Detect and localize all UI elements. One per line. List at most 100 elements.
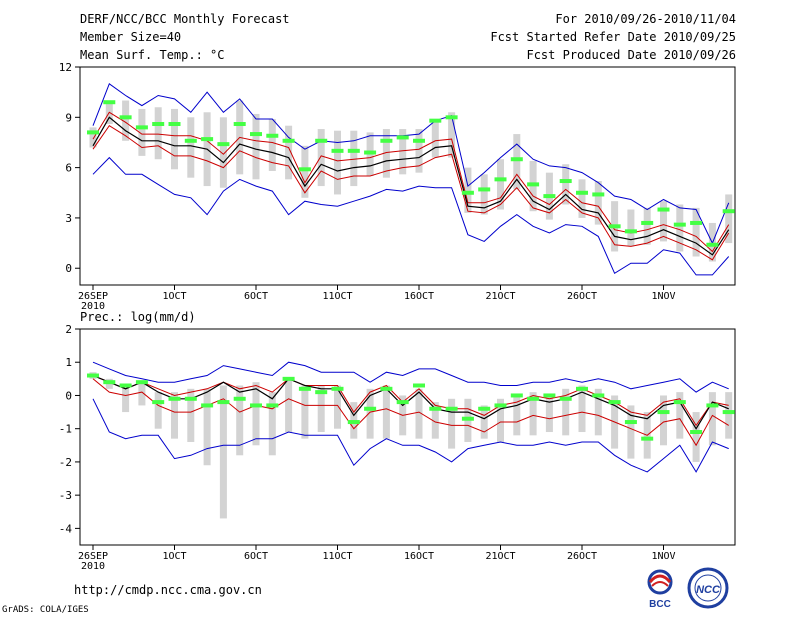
prec-mean-marker — [592, 393, 605, 398]
bcc-logo: BCC — [640, 566, 690, 610]
prec-title: Prec.: log(mm/d) — [80, 310, 196, 324]
temp-spread-box — [219, 117, 227, 188]
prec-frame — [79, 328, 736, 546]
source-url[interactable]: http://cmdp.ncc.cma.gov.cn — [74, 583, 262, 597]
prec-mean-marker — [217, 400, 230, 405]
prec-mean-marker — [559, 396, 572, 401]
temp-spread-box — [578, 179, 586, 218]
temp-max-line — [92, 83, 730, 245]
prec-mean-marker — [347, 420, 360, 425]
temp-mean-marker — [510, 157, 523, 162]
temp-xtick-label: 1OCT — [162, 291, 186, 302]
prec-spread-box — [725, 392, 733, 439]
prec-mean-marker — [298, 386, 311, 391]
prec-upper-quartile-line — [92, 375, 729, 427]
prec-spread-box — [268, 392, 276, 456]
prec-min-line — [92, 398, 729, 473]
prec-median-line — [92, 374, 729, 430]
forecast-period-label: For 2010/09/26-2010/11/04 — [555, 12, 736, 26]
temp-spread-box — [480, 174, 488, 215]
prec-spread-box — [708, 392, 716, 446]
prec-mean-marker — [461, 416, 474, 421]
temp-mean-marker — [429, 118, 442, 123]
prec-xtick-label: 26OCT — [567, 551, 597, 562]
prec-mean-marker — [87, 373, 99, 378]
temp-spread-box — [660, 201, 667, 242]
temp-spread-box — [187, 117, 195, 178]
prec-spread-box — [480, 405, 488, 439]
temp-xtick-label: 6OCT — [244, 291, 268, 302]
temp-spread-box — [154, 107, 162, 160]
prec-spread-box — [138, 382, 146, 406]
temp-spread-box — [513, 134, 521, 190]
temp-mean-marker — [282, 138, 295, 143]
prec-mean-marker — [201, 403, 214, 408]
temp-lower-quartile-line — [92, 125, 730, 261]
prec-mean-marker — [135, 380, 148, 385]
prec-spread-box — [594, 388, 602, 436]
prec-mean-marker — [543, 393, 556, 398]
temp-spread-box — [317, 129, 325, 187]
ncc-logo-text: NCC — [696, 584, 721, 596]
prec-spread-box — [366, 388, 374, 439]
temp-spread-box — [171, 108, 178, 170]
prec-ytick-label: 1 — [65, 356, 72, 369]
prec-mean-marker — [168, 396, 181, 401]
temp-mean-marker — [331, 148, 344, 153]
temp-spread-box — [350, 130, 358, 187]
temp-ytick-label: 12 — [59, 61, 72, 74]
prec-spread-box — [219, 385, 227, 519]
temp-mean-marker — [722, 209, 735, 214]
temp-mean-marker — [559, 179, 572, 184]
prec-max-line — [92, 361, 729, 393]
temp-spread-box — [464, 167, 472, 213]
prec-mean-marker — [527, 396, 540, 401]
temp-ytick-label: 6 — [65, 162, 72, 175]
prec-mean-marker — [184, 396, 197, 401]
temp-spread-box — [448, 112, 456, 158]
prec-spread-box — [382, 385, 390, 439]
prec-mean-marker — [673, 400, 686, 405]
temp-mean-marker — [690, 220, 703, 225]
temp-mean-marker — [706, 242, 719, 247]
prec-mean-marker — [510, 393, 523, 398]
temp-mean-marker — [201, 137, 214, 142]
prec-mean-marker — [690, 430, 703, 435]
temp-spread-box — [725, 194, 733, 244]
temp-spread-box — [497, 159, 504, 210]
bcc-logo-text: BCC — [649, 599, 671, 610]
forecast-produced-label: Fcst Produced Date 2010/09/26 — [526, 48, 736, 62]
ncc-logo: NCC — [684, 566, 734, 610]
temp-xtick-label: 26SEP — [78, 291, 108, 302]
prec-mean-marker — [364, 406, 377, 411]
prec-spread-box — [676, 392, 684, 439]
prec-spread-box — [448, 398, 456, 449]
prec-spread-box — [545, 395, 553, 433]
temp-xtick-label: 26OCT — [567, 291, 597, 302]
temp-mean-marker — [347, 148, 360, 153]
prec-ytick-label: -1 — [59, 423, 72, 436]
prec-spread-box — [301, 385, 309, 439]
prec-mean-marker — [576, 386, 588, 391]
prec-ytick-label: 2 — [65, 323, 72, 336]
temp-mean-marker — [364, 150, 377, 155]
prec-xtick-label: 1OCT — [162, 551, 186, 562]
temp-mean-marker — [624, 229, 637, 234]
temp-mean-marker — [217, 142, 230, 147]
prec-spread-box — [529, 392, 537, 436]
prec-mean-marker — [445, 406, 458, 411]
prec-mean-marker — [233, 396, 246, 401]
temp-mean-marker — [543, 194, 556, 199]
temp-spread-box — [399, 129, 407, 175]
temp-ytick-label: 9 — [65, 111, 72, 124]
temp-mean-marker — [380, 138, 393, 143]
temp-spread-box — [334, 130, 341, 195]
temp-spread-box — [285, 125, 293, 180]
prec-xtick-label: 6OCT — [244, 551, 268, 562]
temp-mean-marker — [103, 100, 116, 105]
prec-ytick-label: -3 — [59, 489, 72, 502]
temp-mean-marker — [461, 190, 474, 195]
